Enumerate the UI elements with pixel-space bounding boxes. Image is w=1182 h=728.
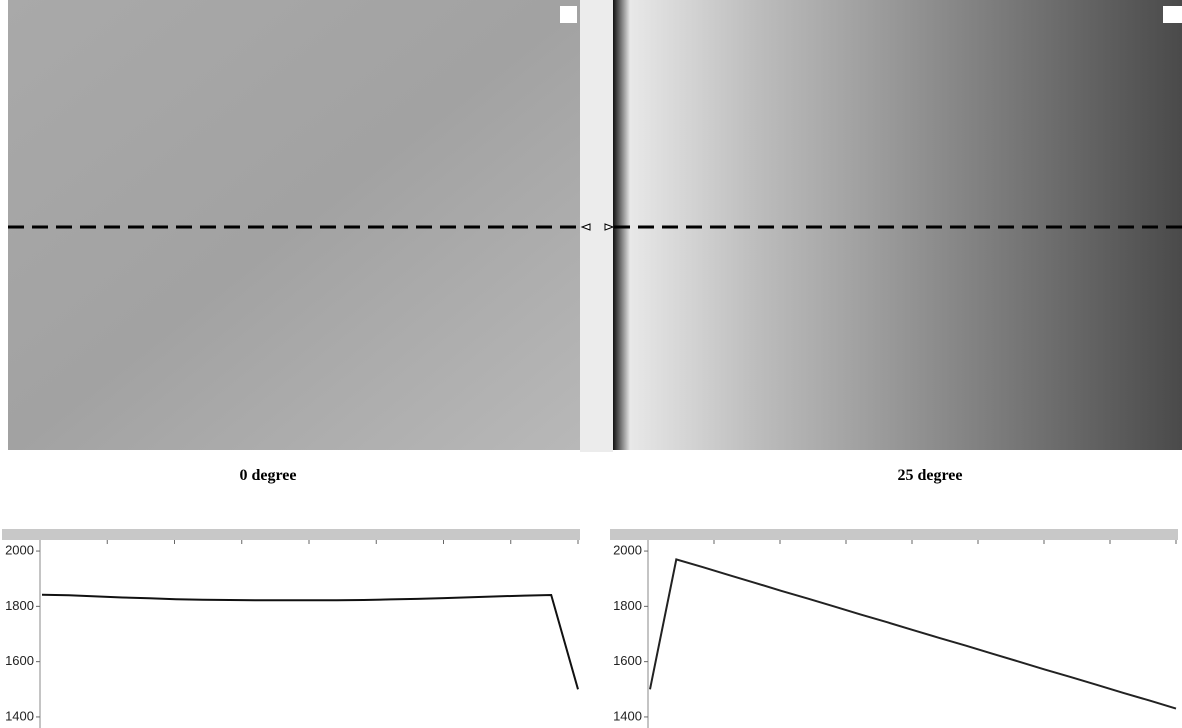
y-tick-label: 1800	[5, 598, 34, 613]
y-tick-label: 2000	[5, 542, 34, 557]
corner-box	[560, 6, 577, 23]
y-tick-label: 1400	[5, 708, 34, 723]
y-tick-label: 2000	[613, 542, 642, 557]
image-25-degree	[613, 0, 1182, 450]
y-tick-label: 1800	[613, 598, 642, 613]
image-0-degree	[8, 0, 580, 450]
corner-box	[1163, 6, 1182, 23]
caption: 0 degree	[239, 467, 296, 484]
y-tick-label: 1400	[613, 708, 642, 723]
header-band	[610, 529, 1178, 540]
y-tick-label: 1600	[613, 653, 642, 668]
plot-area	[648, 540, 1176, 728]
figure: 0 degree 1400 1600 1800 2000 25 degree 1400 160…	[0, 0, 1182, 728]
y-tick-label: 1600	[5, 653, 34, 668]
caption: 25 degree	[897, 467, 962, 484]
plot-area	[40, 540, 578, 728]
header-band	[2, 529, 580, 540]
